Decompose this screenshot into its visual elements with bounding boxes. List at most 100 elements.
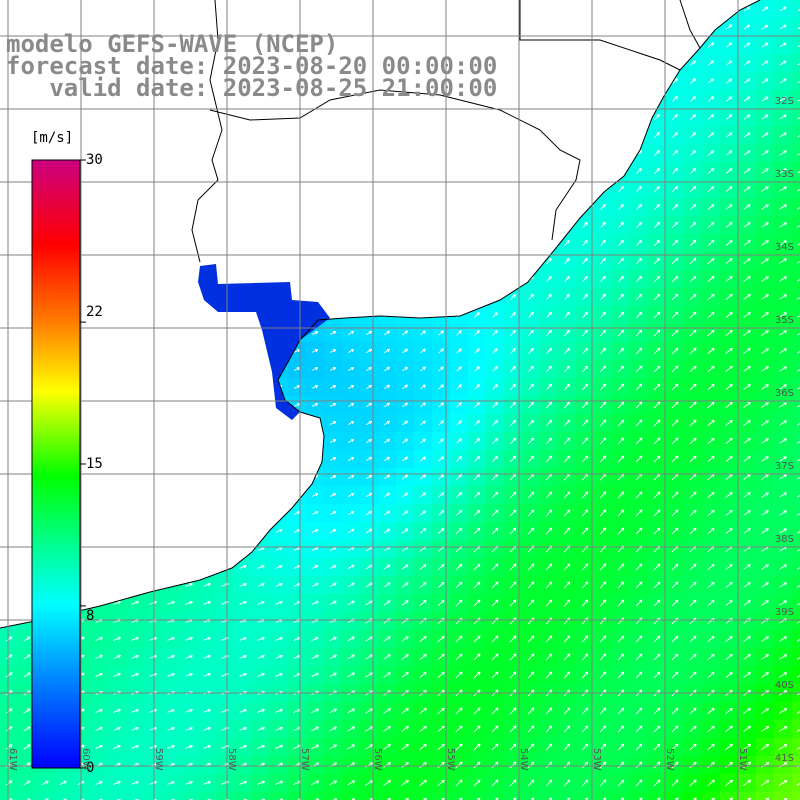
wind-cell xyxy=(576,108,594,126)
wind-cell xyxy=(630,0,648,18)
wind-cell xyxy=(540,792,558,800)
wind-arrow xyxy=(420,384,426,390)
wind-arrow xyxy=(329,564,337,570)
wind-cell xyxy=(162,540,180,558)
wind-cell xyxy=(396,126,414,144)
wind-arrow xyxy=(635,455,643,463)
wind-cell xyxy=(180,450,198,468)
longitude-label: 57W xyxy=(299,748,310,771)
longitude-label: 54W xyxy=(518,748,529,771)
wind-arrow xyxy=(365,258,373,264)
wind-arrow xyxy=(239,277,247,281)
wind-cell xyxy=(108,414,126,432)
wind-arrow xyxy=(581,527,589,535)
wind-cell xyxy=(234,198,252,216)
wind-arrow xyxy=(131,708,139,713)
wind-arrow xyxy=(131,654,139,659)
wind-arrow xyxy=(6,384,12,390)
wind-cell xyxy=(90,522,108,540)
wind-arrow xyxy=(42,7,49,11)
wind-cell xyxy=(612,54,630,72)
wind-arrow xyxy=(636,167,642,174)
wind-arrow xyxy=(132,241,139,245)
wind-arrow xyxy=(581,509,589,517)
wind-arrow xyxy=(185,420,193,425)
wind-arrow xyxy=(239,744,247,749)
wind-arrow xyxy=(600,5,606,13)
wind-arrow xyxy=(95,510,103,515)
wind-arrow xyxy=(546,275,552,282)
wind-arrow xyxy=(635,581,643,589)
wind-cell xyxy=(252,792,270,800)
wind-arrow xyxy=(689,581,697,589)
wind-arrow xyxy=(239,672,247,677)
wind-arrow xyxy=(402,294,409,300)
wind-arrow xyxy=(707,419,715,427)
wind-cell xyxy=(234,234,252,252)
wind-cell xyxy=(198,558,216,576)
wind-arrow xyxy=(311,204,319,209)
wind-cell xyxy=(594,180,612,198)
wind-cell xyxy=(54,108,72,126)
wind-arrow xyxy=(257,456,265,461)
wind-arrow xyxy=(618,167,624,174)
wind-arrow xyxy=(24,420,31,426)
wind-arrow xyxy=(203,600,211,605)
wind-arrow xyxy=(437,168,445,174)
wind-arrow xyxy=(707,222,715,228)
wind-arrow xyxy=(275,492,283,497)
wind-arrow xyxy=(707,150,715,156)
wind-arrow xyxy=(636,221,642,228)
wind-arrow xyxy=(510,167,516,174)
wind-arrow xyxy=(24,402,31,408)
wind-arrow xyxy=(257,492,265,497)
wind-arrow xyxy=(113,636,121,641)
wind-cell xyxy=(450,108,468,126)
wind-arrow xyxy=(671,563,679,571)
wind-arrow xyxy=(761,366,769,372)
wind-cell xyxy=(90,342,108,360)
wind-arrow xyxy=(797,114,800,120)
wind-cell xyxy=(216,216,234,234)
wind-cell xyxy=(126,360,144,378)
wind-arrow xyxy=(113,349,121,353)
wind-cell xyxy=(36,0,54,18)
wind-cell xyxy=(216,360,234,378)
wind-arrow xyxy=(653,293,661,301)
wind-arrow xyxy=(149,492,157,497)
wind-arrow xyxy=(654,239,661,246)
wind-arrow xyxy=(546,95,552,103)
wind-arrow xyxy=(492,348,498,354)
wind-cell xyxy=(594,126,612,144)
wind-cell xyxy=(792,144,800,162)
wind-arrow xyxy=(725,365,733,373)
wind-arrow xyxy=(419,114,427,120)
wind-arrow xyxy=(527,671,535,679)
wind-cell xyxy=(324,288,342,306)
wind-arrow xyxy=(564,275,570,282)
wind-arrow xyxy=(384,420,391,426)
wind-arrow xyxy=(563,671,571,679)
wind-cell xyxy=(432,216,450,234)
wind-cell xyxy=(342,234,360,252)
wind-arrow xyxy=(401,761,409,768)
wind-arrow xyxy=(581,563,589,571)
wind-arrow xyxy=(797,384,800,390)
wind-cell xyxy=(180,360,198,378)
wind-cell xyxy=(144,270,162,288)
wind-cell xyxy=(108,522,126,540)
wind-arrow xyxy=(131,349,139,353)
wind-arrow xyxy=(131,726,139,731)
wind-arrow xyxy=(636,96,642,102)
wind-arrow xyxy=(203,438,211,443)
wind-arrow xyxy=(438,330,444,336)
wind-arrow xyxy=(383,222,391,228)
wind-cell xyxy=(396,234,414,252)
wind-arrow xyxy=(131,510,139,515)
wind-arrow xyxy=(545,599,553,607)
wind-arrow xyxy=(797,96,800,102)
wind-arrow xyxy=(654,96,660,102)
wind-arrow xyxy=(527,653,535,661)
wind-arrow xyxy=(131,744,139,749)
wind-cell xyxy=(792,36,800,54)
